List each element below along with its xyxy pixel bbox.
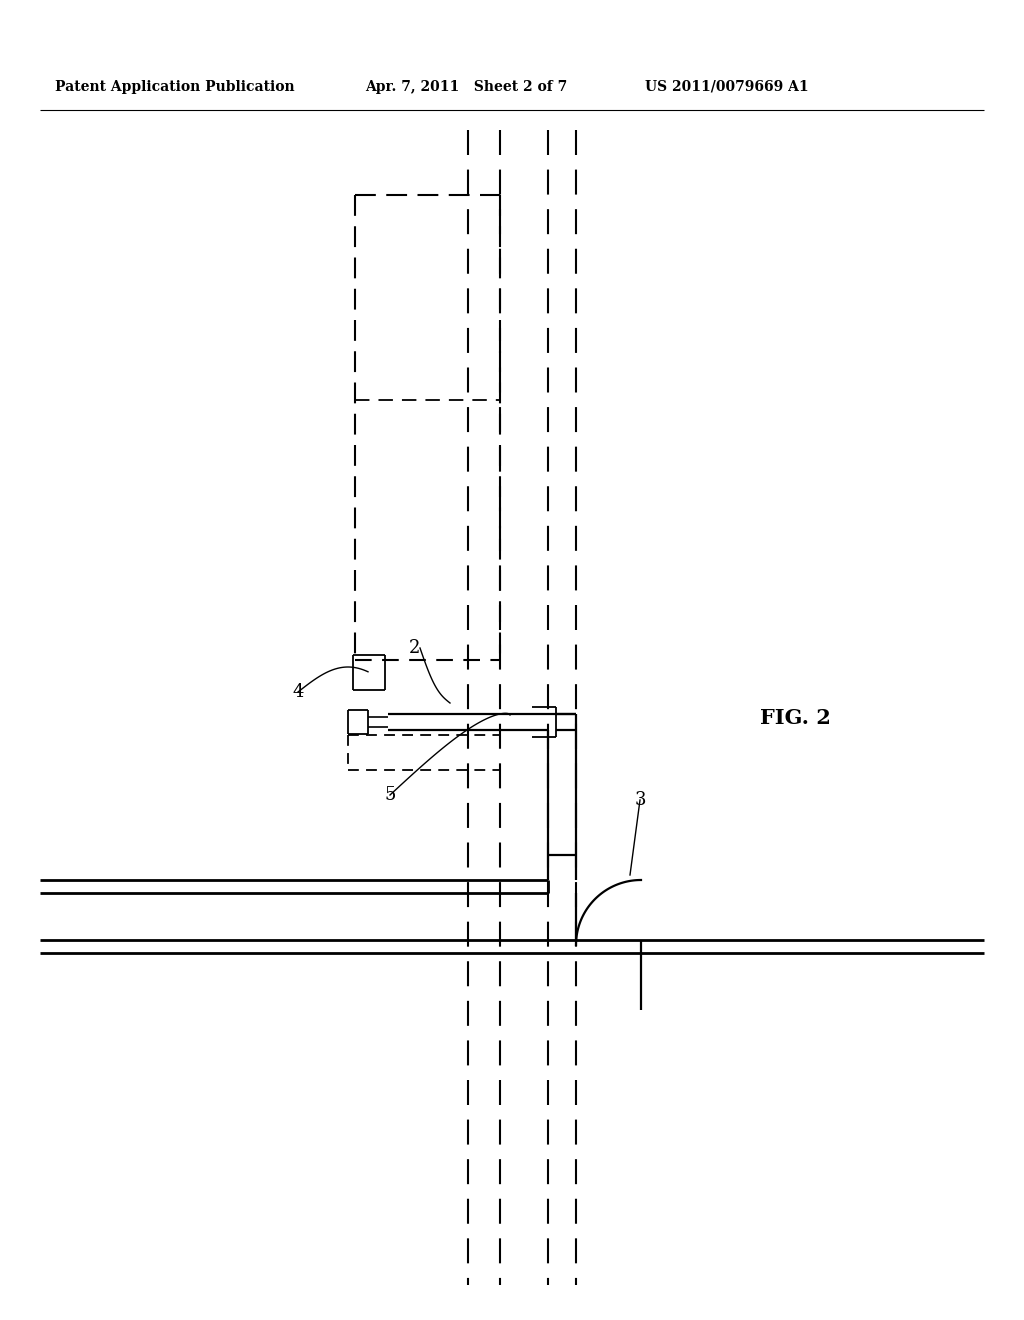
Text: 5: 5 <box>384 785 395 804</box>
Text: Apr. 7, 2011   Sheet 2 of 7: Apr. 7, 2011 Sheet 2 of 7 <box>365 81 567 94</box>
Text: 3: 3 <box>634 791 646 809</box>
Text: US 2011/0079669 A1: US 2011/0079669 A1 <box>645 81 809 94</box>
Text: Patent Application Publication: Patent Application Publication <box>55 81 295 94</box>
Text: FIG. 2: FIG. 2 <box>760 708 830 729</box>
Text: 4: 4 <box>292 682 304 701</box>
Text: 2: 2 <box>410 639 421 657</box>
